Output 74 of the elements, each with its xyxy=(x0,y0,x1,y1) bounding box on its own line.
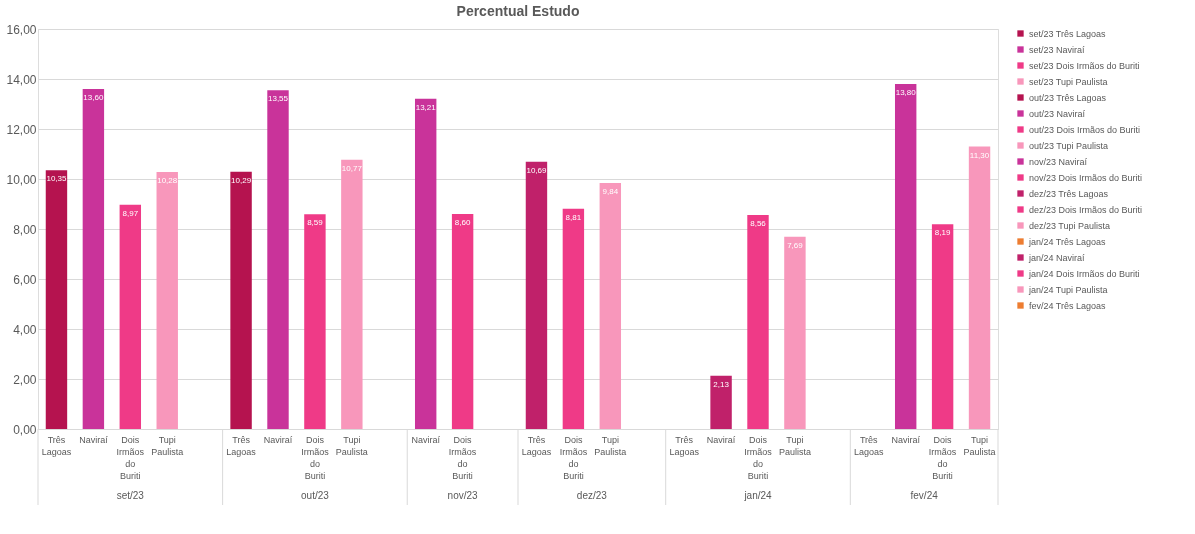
data-label: 10,29 xyxy=(231,175,252,185)
x-tick-label: Naviraí xyxy=(411,434,441,445)
data-label: 8,19 xyxy=(934,228,951,238)
x-tick-label: Naviraí xyxy=(263,434,293,445)
x-tick-label: Tupi Paulista xyxy=(594,434,627,457)
legend-label: set/23 Naviraí xyxy=(1029,44,1086,55)
x-tick-label: Dois Irmãos do Buriti xyxy=(928,434,957,481)
data-label: 13,80 xyxy=(895,88,917,97)
text: nov/23 xyxy=(447,490,479,501)
y-tick-label: 4,00 xyxy=(13,322,37,337)
y-tick-label: 6,00 xyxy=(13,272,37,287)
text: fev/24 xyxy=(910,490,939,501)
data-label: 8,97 xyxy=(122,208,139,218)
y-tick-label: 10,00 xyxy=(6,172,37,187)
x-tick-label: Tupi Paulista xyxy=(963,434,996,457)
legend-label: fev/24 Três Lagoas xyxy=(1029,300,1107,311)
text: dez/23 xyxy=(576,490,608,501)
legend-label: jan/24 Tupi Paulista xyxy=(1028,284,1108,295)
data-label: 8,59 xyxy=(307,218,324,228)
x-tick-label: Tupi Paulista xyxy=(151,434,184,457)
x-tick-label: Três Lagoas xyxy=(854,434,885,457)
x-tick-label: Tupi Paulista xyxy=(778,434,811,457)
data-label: 10,28 xyxy=(157,176,178,185)
data-label: 9,84 xyxy=(602,187,619,196)
y-tick-label: 8,00 xyxy=(13,222,37,237)
text: jan/24 xyxy=(743,490,773,501)
legend-label: out/23 Três Lagoas xyxy=(1029,92,1107,103)
legend-label: set/23 Três Lagoas xyxy=(1029,28,1107,39)
legend-label: out/23 Tupi Paulista xyxy=(1029,140,1109,151)
x-tick-label: Dois Irmãos do Buriti xyxy=(301,434,330,481)
text: out/23 xyxy=(301,490,330,501)
legend-label: jan/24 Três Lagoas xyxy=(1028,236,1107,247)
data-label: 10,69 xyxy=(526,165,548,175)
y-tick-label: 14,00 xyxy=(6,72,37,87)
x-tick-label: Três Lagoas xyxy=(226,434,257,457)
x-tick-label: Naviraí xyxy=(706,434,736,445)
x-tick-label: Dois Irmãos do Buriti xyxy=(116,434,145,481)
legend-label: dez/23 Tupi Paulista xyxy=(1029,220,1111,231)
legend-label: nov/23 Dois Irmãos do Buriti xyxy=(1029,172,1143,183)
data-label: 8,60 xyxy=(454,218,471,227)
x-tick-label: Três Lagoas xyxy=(669,434,700,457)
data-label: 11,30 xyxy=(969,150,990,160)
legend-label: out/23 Naviraí xyxy=(1029,108,1086,119)
data-label: 10,77 xyxy=(341,163,363,173)
legend-label: set/23 Dois Irmãos do Buriti xyxy=(1029,60,1140,71)
data-label: 7,69 xyxy=(787,240,804,250)
data-label: 13,60 xyxy=(83,93,104,102)
x-tick-label: Dois Irmãos do Buriti xyxy=(448,434,477,481)
legend-label: set/23 Tupi Paulista xyxy=(1029,76,1108,87)
x-tick-label: Três Lagoas xyxy=(41,434,72,457)
data-label: 13,55 xyxy=(267,94,289,104)
legend-label: out/23 Dois Irmãos do Buriti xyxy=(1029,124,1141,135)
y-tick-label: 0,00 xyxy=(13,422,37,437)
chart-title: Percentual Estudo xyxy=(456,3,580,19)
x-tick-label: Dois Irmãos do Buriti xyxy=(744,434,773,481)
data-label: 10,35 xyxy=(46,174,68,184)
data-label: 8,81 xyxy=(565,212,582,222)
legend-label: jan/24 Dois Irmãos do Buriti xyxy=(1028,268,1140,279)
legend-label: dez/23 Dois Irmãos do Buriti xyxy=(1029,204,1143,215)
x-tick-label: Tupi Paulista xyxy=(335,434,368,457)
legend-label: nov/23 Naviraí xyxy=(1029,156,1088,167)
y-tick-label: 16,00 xyxy=(6,22,37,37)
x-tick-label: Três Lagoas xyxy=(521,434,552,457)
x-tick-label: Dois Irmãos do Buriti xyxy=(559,434,588,481)
legend-label: jan/24 Naviraí xyxy=(1028,252,1086,263)
y-tick-label: 12,00 xyxy=(6,122,37,137)
legend-label: dez/23 Três Lagoas xyxy=(1029,188,1109,199)
y-tick-label: 2,00 xyxy=(13,372,37,387)
data-label: 2,13 xyxy=(713,379,730,389)
x-tick-label: Naviraí xyxy=(891,434,921,445)
data-label: 13,21 xyxy=(415,102,437,112)
data-label: 8,56 xyxy=(750,219,767,228)
x-tick-label: Naviraí xyxy=(79,434,109,445)
text: set/23 xyxy=(116,490,145,501)
